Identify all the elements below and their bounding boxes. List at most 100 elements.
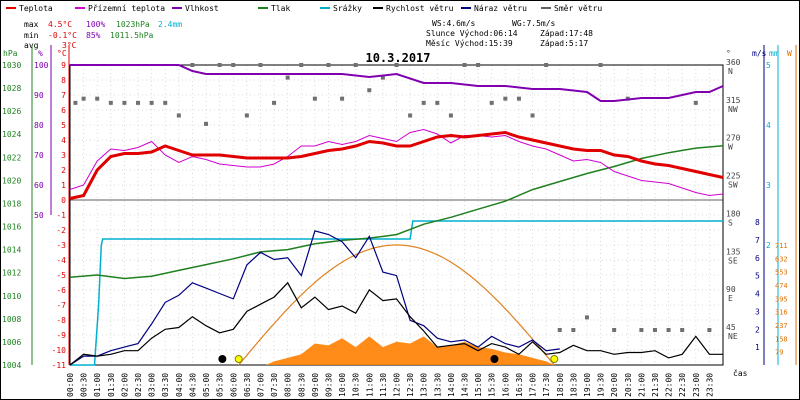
temperature-tick-label: -8 [56, 316, 66, 325]
direction-tick-name: E [728, 294, 733, 303]
wind-direction-point [353, 63, 358, 67]
temperature-tick-label: 5 [61, 121, 66, 130]
x-tick-label: 15:30 [488, 373, 497, 397]
temperature-tick-label: -11 [52, 361, 67, 370]
temperature-tick-label: -5 [56, 271, 66, 280]
rain-tick-label: 3 [766, 181, 771, 190]
wind-direction-point [516, 96, 521, 101]
direction-tick-label: 90 [726, 285, 736, 294]
x-tick-label: 10:00 [338, 373, 347, 397]
temperature-unit: °C [57, 49, 67, 58]
wind-direction-point [571, 328, 576, 332]
x-tick-label: 12:00 [393, 373, 402, 397]
moon-set-marker [218, 355, 227, 363]
moon-rise-info: Měsíc Východ:15:39 [426, 39, 513, 48]
x-tick-label: 11:00 [365, 373, 374, 397]
pressure-tick-label: 1006 [2, 338, 21, 347]
wind-direction-point [299, 63, 304, 67]
x-tick-label: 06:30 [243, 373, 252, 397]
direction-tick-label: 180 [726, 209, 741, 218]
x-tick-label: 07:00 [256, 373, 265, 397]
x-tick-label: 12:30 [406, 373, 415, 397]
x-tick-label: 05:30 [216, 373, 225, 397]
pressure-tick-label: 1018 [2, 199, 21, 208]
stats-block: max 4.5°C 100% 1023hPa 2.4mm min -0.1°C … [24, 20, 182, 50]
pressure-tick-label: 1010 [2, 292, 21, 301]
x-tick-label: 09:00 [311, 373, 320, 397]
x-tick-label: 19:30 [597, 373, 606, 397]
humidity-unit: % [38, 49, 43, 58]
sun-rise-info: Slunce Východ:06:14 [426, 29, 518, 38]
sun-rise-marker [234, 355, 243, 363]
humidity-tick-label: 100 [34, 61, 49, 70]
wind-tick-label: 6 [755, 254, 760, 263]
pressure-tick-label: 1004 [2, 361, 21, 370]
temperature-tick-label: 6 [61, 106, 66, 115]
humidity-line [70, 64, 724, 102]
pressure-unit: hPa [3, 49, 18, 58]
temperature-tick-label: -3 [56, 241, 66, 250]
humidity-tick-label: 80 [34, 121, 44, 130]
rain-tick-label: 5 [766, 61, 771, 70]
x-tick-label: 16:30 [515, 373, 524, 397]
x-tick-label: 02:30 [134, 373, 143, 397]
x-tick-label: 14:00 [447, 373, 456, 397]
rain-tick-label: 2 [766, 241, 771, 250]
wind-direction-point [149, 100, 154, 105]
direction-tick-name: NW [728, 105, 738, 114]
stat-avg-label: avg [24, 41, 39, 50]
legend-label: Srážky [333, 4, 362, 13]
direction-tick-label: 135 [726, 247, 741, 256]
pressure-tick-label: 1016 [2, 223, 21, 232]
wind-direction-point [81, 96, 86, 101]
x-tick-label: 06:00 [229, 373, 238, 397]
sun-set-info: Západ:17:48 [540, 29, 593, 38]
x-tick-label: 03:30 [161, 373, 170, 397]
temperature-line [69, 130, 724, 200]
wind-direction-point [408, 113, 413, 118]
x-tick-label: 07:30 [270, 373, 279, 397]
humidity-tick-label: 90 [34, 91, 44, 100]
temperature-tick-label: 2 [61, 166, 66, 175]
wind-direction-point [190, 63, 195, 67]
direction-tick-name: W [728, 143, 733, 152]
x-tick-label: 11:30 [379, 373, 388, 397]
stat-max-label: max [24, 20, 39, 29]
wind-direction-point [598, 63, 603, 67]
wind-direction-point [435, 100, 440, 105]
x-tick-label: 10:30 [352, 373, 361, 397]
wind-gust-max: WG:7.5m/s [512, 19, 556, 28]
wind-direction-point [489, 100, 494, 105]
wind-direction-point [666, 328, 671, 332]
solar-area [265, 336, 555, 365]
x-tick-label: 00:00 [66, 373, 75, 397]
x-tick-label: 13:00 [420, 373, 429, 397]
x-tick-label: 16:00 [501, 373, 510, 397]
wind-direction-point [707, 328, 712, 332]
stat-max-rain: 2.4mm [158, 20, 182, 29]
x-tick-label: 00:30 [80, 373, 89, 397]
axes: hPa1030102810261024102210201018101610141… [2, 45, 797, 397]
wind-direction-point [204, 121, 209, 126]
legend-label: Vlhkost [185, 4, 219, 13]
wind-tick-label: 2 [755, 325, 760, 334]
wind-direction-point [367, 88, 372, 93]
wind-tick-label: 4 [755, 290, 760, 299]
solar-tick-label: 79 [775, 349, 783, 357]
direction-tick-name: N [728, 67, 733, 76]
wind-direction-point [312, 96, 317, 101]
solar-radiation-line [238, 244, 555, 366]
rain-tick-label: 4 [766, 121, 771, 130]
wind-direction-point [244, 113, 249, 118]
solar-tick-label: 316 [775, 309, 788, 317]
legend: Teplota Přízemní teplota Vlhkost Tlak Srážky… [6, 4, 602, 13]
info-block: WS:4.6m/s WG:7.5m/s Slunce Východ:06:14 … [426, 19, 593, 48]
wind-direction-point [258, 63, 263, 67]
temperature-tick-label: -7 [56, 301, 66, 310]
temperature-tick-label: -2 [56, 226, 66, 235]
wind-speed-line [69, 281, 723, 366]
x-tick-label: 05:00 [202, 373, 211, 397]
wind-tick-label: 7 [755, 236, 760, 245]
wind-direction-point [95, 96, 100, 101]
